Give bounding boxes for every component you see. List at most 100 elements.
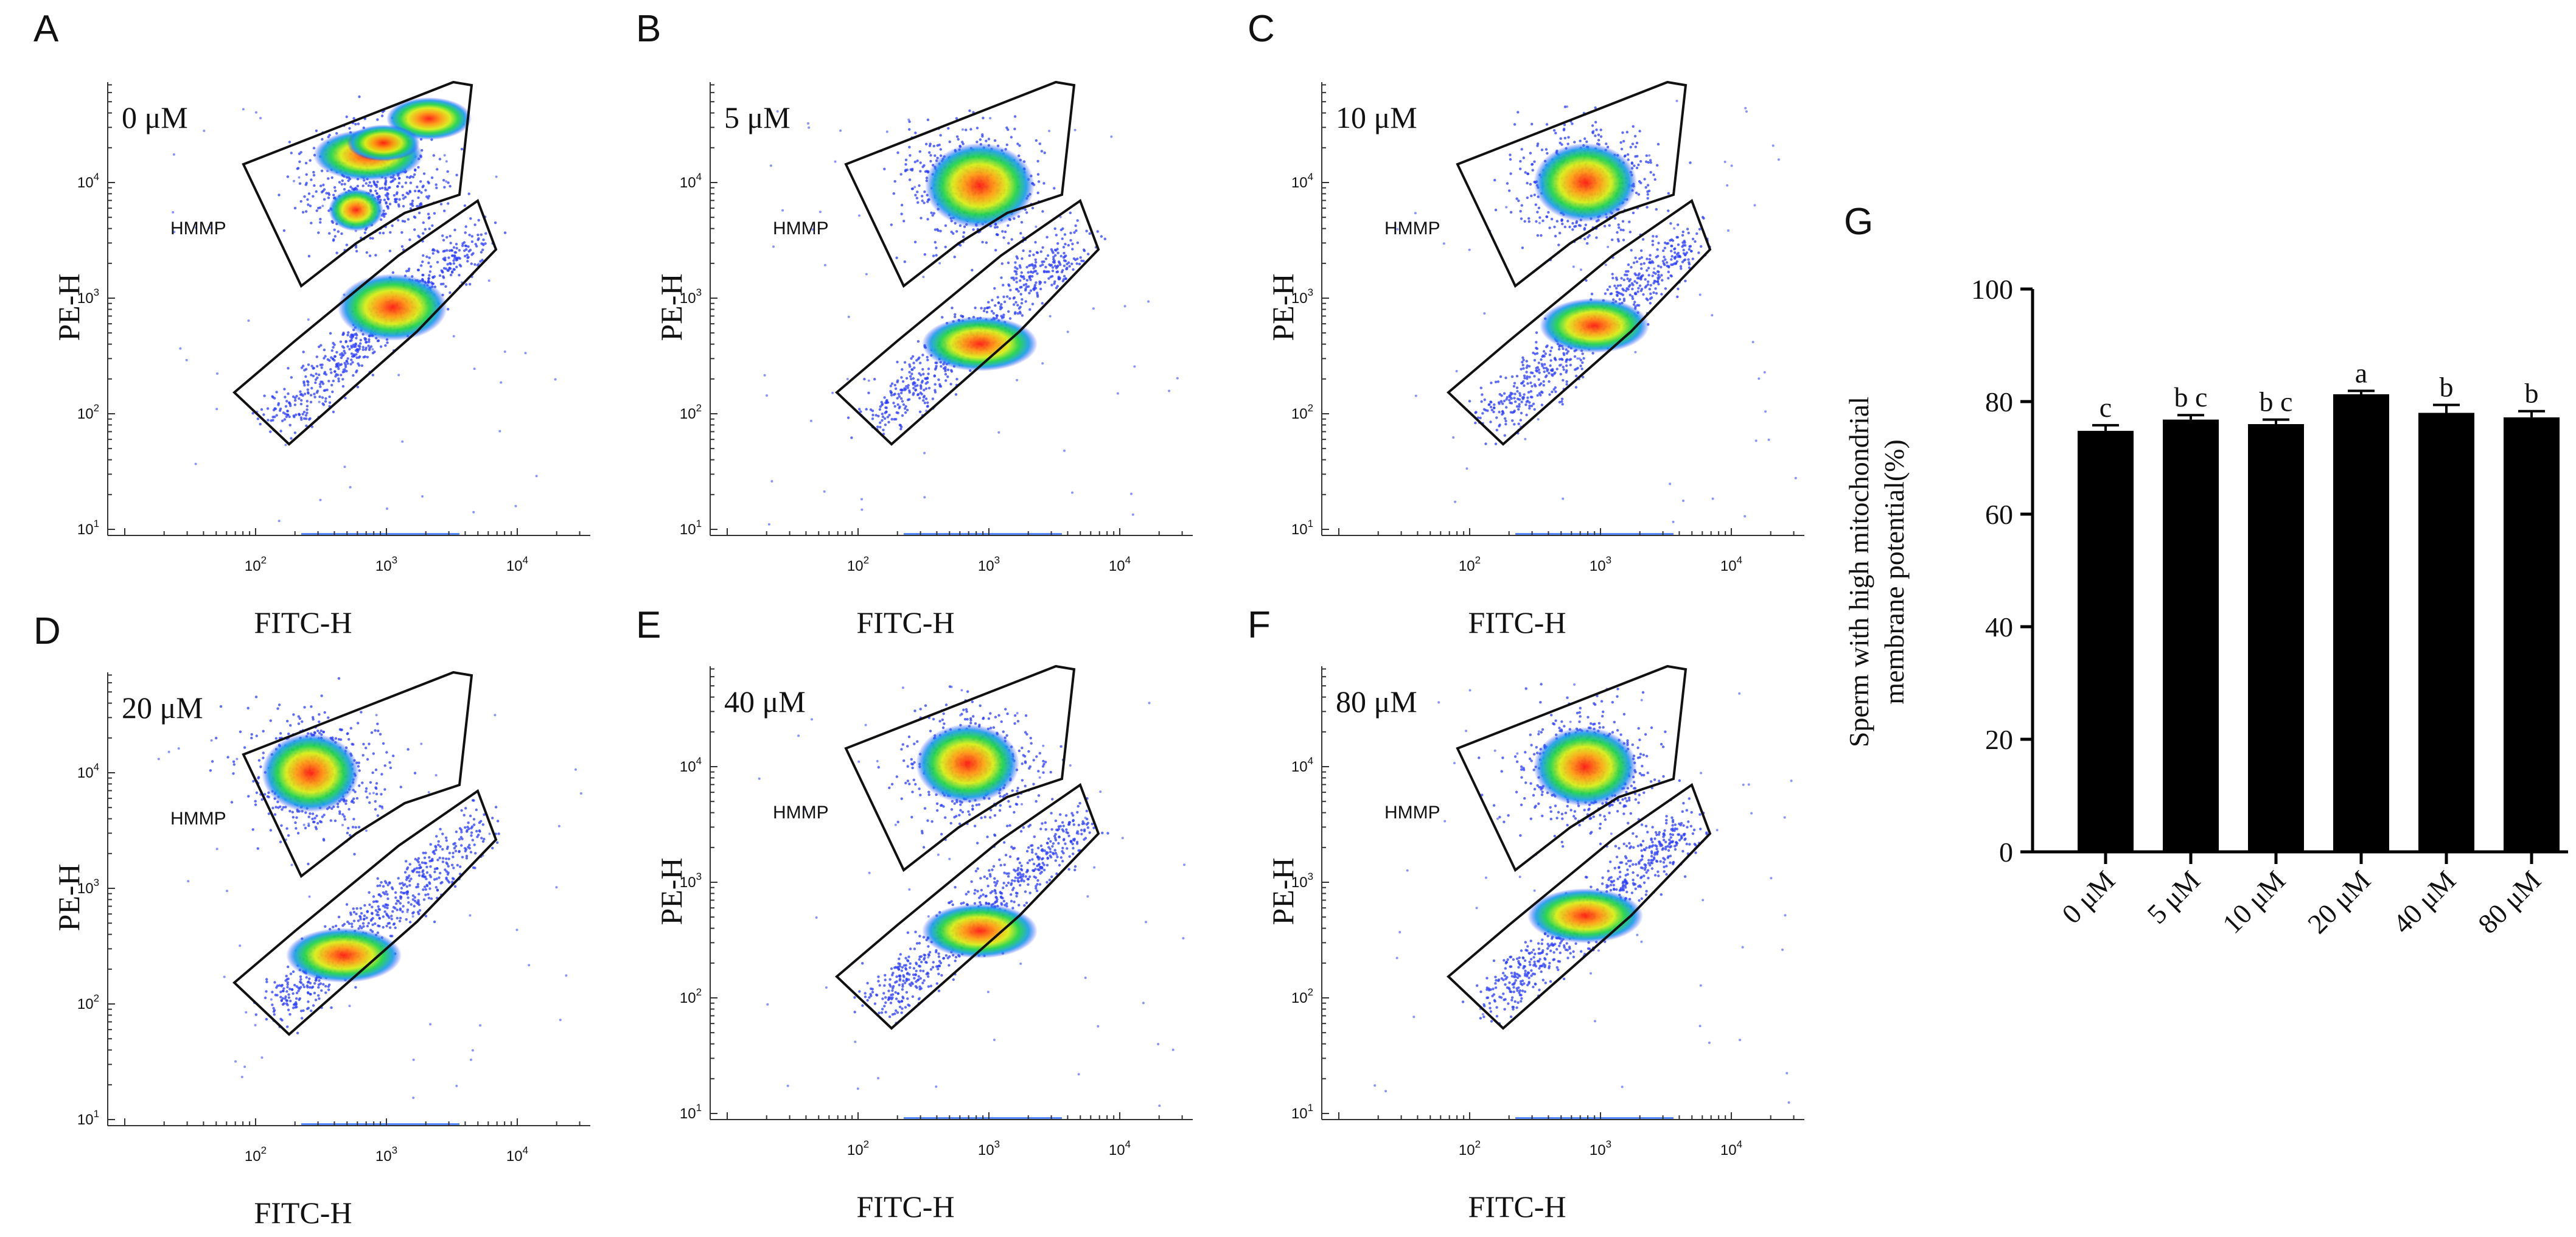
scatter-point <box>1498 402 1501 405</box>
scatter-point <box>1566 105 1569 108</box>
scatter-point <box>327 177 330 180</box>
scatter-point <box>357 722 360 725</box>
density-blob <box>347 125 420 161</box>
scatter-point <box>435 183 438 186</box>
scatter-point <box>1667 192 1670 195</box>
scatter-point <box>285 415 288 419</box>
y-tick-label-exp: 4 <box>1308 171 1313 183</box>
scatter-point <box>1007 310 1010 313</box>
scatter-point <box>1498 392 1501 396</box>
scatter-point <box>216 372 218 375</box>
scatter-point <box>1690 249 1693 253</box>
scatter-point <box>314 998 318 1002</box>
scatter-point <box>981 240 984 244</box>
scatter-point <box>1574 386 1578 389</box>
scatter-point <box>920 387 923 390</box>
scatter-point <box>349 363 352 366</box>
scatter-point <box>1063 274 1066 278</box>
scatter-point <box>341 378 344 381</box>
scatter-point <box>1674 247 1677 250</box>
scatter-point <box>411 200 414 203</box>
scatter-point <box>987 301 990 304</box>
scatter-point <box>355 336 358 340</box>
scatter-point <box>441 832 444 835</box>
panel-label: A <box>33 8 59 50</box>
scatter-point <box>985 310 989 314</box>
scatter-point <box>408 189 411 193</box>
scatter-point <box>1529 152 1532 155</box>
scatter-point <box>1649 254 1652 257</box>
scatter-point <box>353 852 356 855</box>
scatter-point <box>1076 241 1080 245</box>
scatter-point <box>343 465 346 469</box>
scatter-point <box>1681 241 1684 244</box>
y-tick-label: 101 <box>680 518 702 538</box>
scatter-point <box>1542 380 1545 383</box>
scatter-point <box>1754 439 1757 442</box>
scatter-point <box>416 186 419 189</box>
scatter-point <box>482 238 485 242</box>
scatter-point <box>1647 280 1650 284</box>
scatter-point <box>432 154 435 157</box>
scatter-point <box>968 109 971 113</box>
scatter-point <box>311 817 314 821</box>
scatter-point <box>355 356 358 359</box>
scatter-point <box>893 392 896 395</box>
scatter-point <box>386 507 388 510</box>
scatter-point <box>265 990 268 993</box>
scatter-point <box>329 819 332 822</box>
scatter-point <box>288 401 291 404</box>
scatter-point <box>781 209 784 212</box>
scatter-point <box>996 233 999 236</box>
scatter-point <box>1523 393 1526 396</box>
scatter-point <box>1575 374 1578 378</box>
scatter-point <box>354 826 357 829</box>
scatter-point <box>328 401 332 404</box>
scatter-point <box>421 186 424 189</box>
x-tick-label-base: 10 <box>847 558 864 574</box>
scatter-point <box>1535 352 1539 355</box>
scatter-point <box>932 254 935 257</box>
scatter-point <box>383 910 386 913</box>
scatter-point <box>467 245 470 248</box>
scatter-point <box>247 795 250 798</box>
scatter-point <box>269 829 273 832</box>
scatter-point <box>1034 241 1037 244</box>
scatter-point <box>1619 228 1622 231</box>
scatter-point <box>379 187 382 190</box>
scatter-point <box>463 204 467 207</box>
scatter-point <box>332 341 335 345</box>
scatter-point <box>352 355 355 358</box>
scatter-point <box>498 430 501 433</box>
scatter-point <box>1648 154 1651 157</box>
scatter-point <box>371 352 375 355</box>
scatter-point <box>908 371 911 374</box>
scatter-point <box>931 214 934 217</box>
scatter-point <box>360 711 363 714</box>
scatter-point <box>1016 288 1019 291</box>
scatter-point <box>1024 300 1027 303</box>
scatter-point <box>1628 278 1632 281</box>
scatter-point <box>430 176 434 179</box>
scatter-point <box>1565 380 1568 383</box>
scatter-point <box>1045 270 1048 273</box>
scatter-point <box>1038 142 1041 145</box>
scatter-point <box>468 234 471 237</box>
scatter-point <box>1688 248 1691 251</box>
scatter-point <box>442 276 445 279</box>
scatter-point <box>1542 366 1546 370</box>
scatter-point <box>301 413 304 416</box>
scatter-point <box>1000 303 1003 306</box>
y-tick-label-exp: 1 <box>696 518 702 529</box>
scatter-point <box>1516 390 1519 393</box>
scatter-point <box>1637 287 1640 290</box>
scatter-point <box>1013 127 1016 131</box>
scatter-point <box>382 885 385 888</box>
scatter-point <box>996 296 999 299</box>
scatter-point <box>1667 209 1670 212</box>
scatter-point <box>1040 150 1044 153</box>
scatter-point <box>1642 293 1645 296</box>
scatter-point <box>455 173 458 176</box>
scatter-point <box>226 756 229 759</box>
